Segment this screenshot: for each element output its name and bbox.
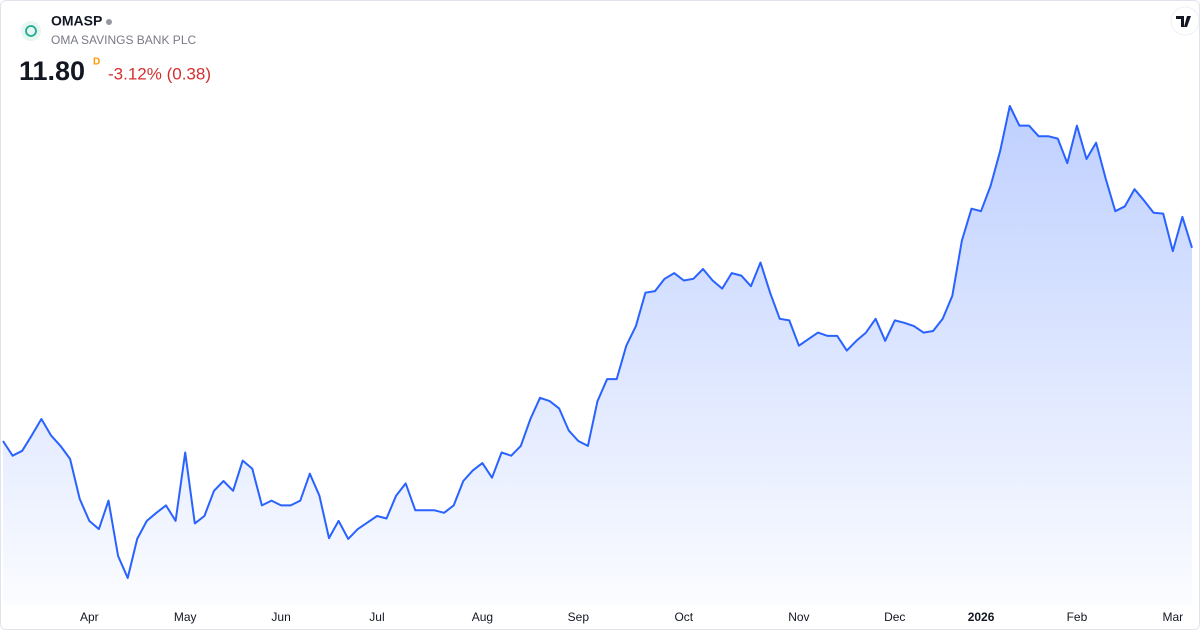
price-suffix: D bbox=[93, 57, 100, 68]
x-tick-label: Oct bbox=[674, 610, 693, 624]
logo-mark bbox=[25, 25, 37, 37]
logo bbox=[21, 21, 41, 41]
x-tick-label: Nov bbox=[788, 610, 809, 624]
area-fill bbox=[3, 106, 1192, 605]
status-dot bbox=[106, 19, 112, 25]
price-change: -3.12% (0.38) bbox=[108, 64, 211, 83]
x-tick-label: Sep bbox=[568, 610, 590, 624]
company-name: OMA SAVINGS BANK PLC bbox=[51, 33, 196, 47]
x-tick-label: 2026 bbox=[968, 610, 995, 624]
x-tick-label: Feb bbox=[1067, 610, 1088, 624]
price: 11.80 bbox=[19, 56, 85, 86]
symbol: OMASP bbox=[51, 13, 102, 29]
tv-logo[interactable] bbox=[1170, 6, 1199, 36]
x-tick-label: Mar bbox=[1162, 610, 1183, 624]
x-tick-label: Jul bbox=[369, 610, 384, 624]
x-tick-label: Jun bbox=[271, 610, 290, 624]
x-tick-label: Aug bbox=[472, 610, 493, 624]
price-line bbox=[2, 105, 1193, 579]
x-tick-label: Apr bbox=[80, 610, 99, 624]
x-tick-label: May bbox=[174, 610, 197, 624]
x-tick-label: Dec bbox=[884, 610, 905, 624]
